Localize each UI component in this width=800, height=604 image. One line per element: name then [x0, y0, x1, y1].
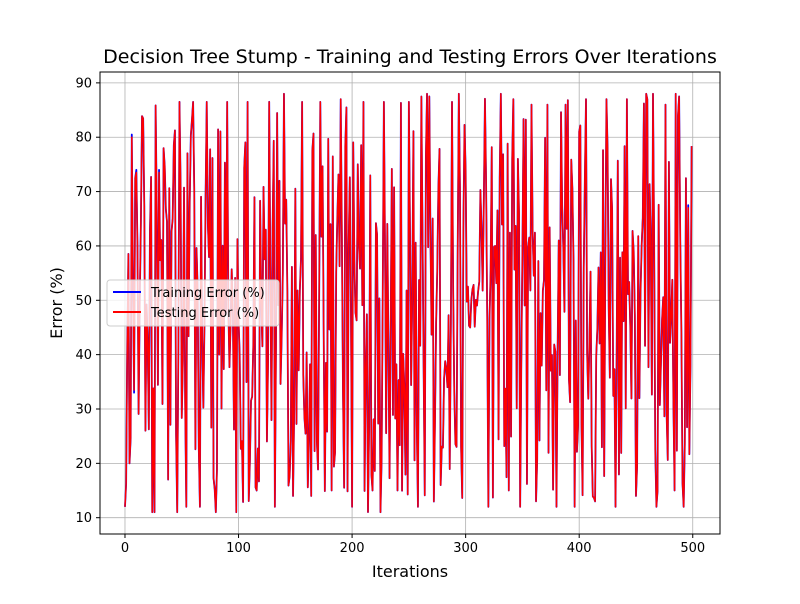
- x-tick-label: 300: [453, 541, 478, 556]
- x-tick-label: 100: [226, 541, 251, 556]
- x-tick-label: 500: [680, 541, 705, 556]
- y-tick-label: 40: [75, 348, 92, 363]
- x-tick-label: 400: [567, 541, 592, 556]
- y-tick-label: 60: [75, 239, 92, 254]
- y-tick-label: 90: [75, 76, 92, 91]
- x-axis-label: Iterations: [372, 562, 448, 581]
- legend-label-training: Training Error (%): [150, 286, 265, 301]
- legend-label-testing: Testing Error (%): [150, 306, 259, 321]
- y-tick-label: 10: [75, 511, 92, 526]
- plot-frame: [99, 71, 721, 535]
- legend-box: [106, 279, 280, 327]
- chart-title: Decision Tree Stump - Training and Testi…: [103, 46, 717, 68]
- y-tick-label: 80: [75, 131, 92, 146]
- y-tick-label: 30: [75, 402, 92, 417]
- y-axis-label: Error (%): [47, 267, 66, 339]
- y-tick-label: 20: [75, 457, 92, 472]
- y-axis-ticks: 10 20 30 40 50 60 70 80 90: [75, 76, 100, 526]
- x-tick-label: 200: [340, 541, 365, 556]
- y-tick-label: 50: [75, 294, 92, 309]
- legend: Training Error (%) Testing Error (%): [106, 279, 280, 327]
- x-tick-label: 0: [121, 541, 129, 556]
- x-axis-ticks: 0 100 200 300 400 500: [121, 534, 705, 556]
- y-tick-label: 70: [75, 185, 92, 200]
